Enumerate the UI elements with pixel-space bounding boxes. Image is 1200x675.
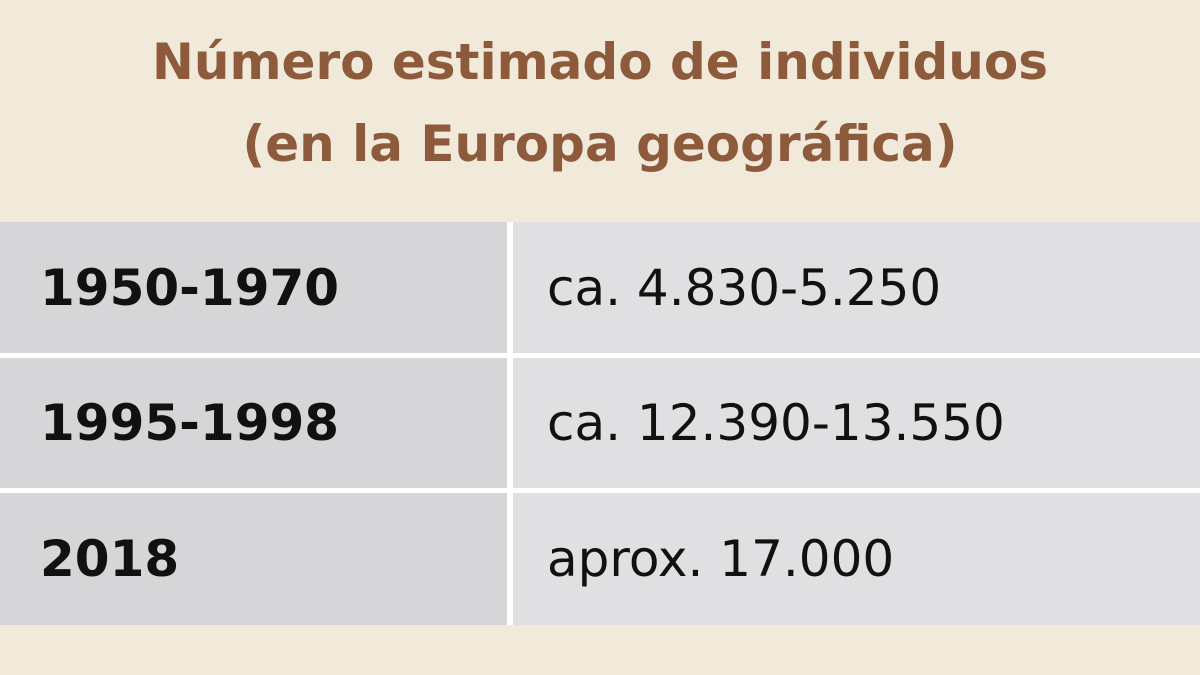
period-cell: 1950-1970 xyxy=(0,222,507,353)
period-cell: 2018 xyxy=(0,493,507,625)
period-cell: 1995-1998 xyxy=(0,358,507,488)
estimate-cell: aprox. 17.000 xyxy=(513,493,1200,625)
table: 1950-1970 ca. 4.830-5.250 1995-1998 ca. … xyxy=(0,222,1200,625)
title-line: (en la Europa geográfica) xyxy=(242,115,958,173)
estimate-cell: ca. 12.390-13.550 xyxy=(513,358,1200,488)
estimate-cell: ca. 4.830-5.250 xyxy=(513,222,1200,353)
title-line: Número estimado de individuos xyxy=(152,33,1048,91)
